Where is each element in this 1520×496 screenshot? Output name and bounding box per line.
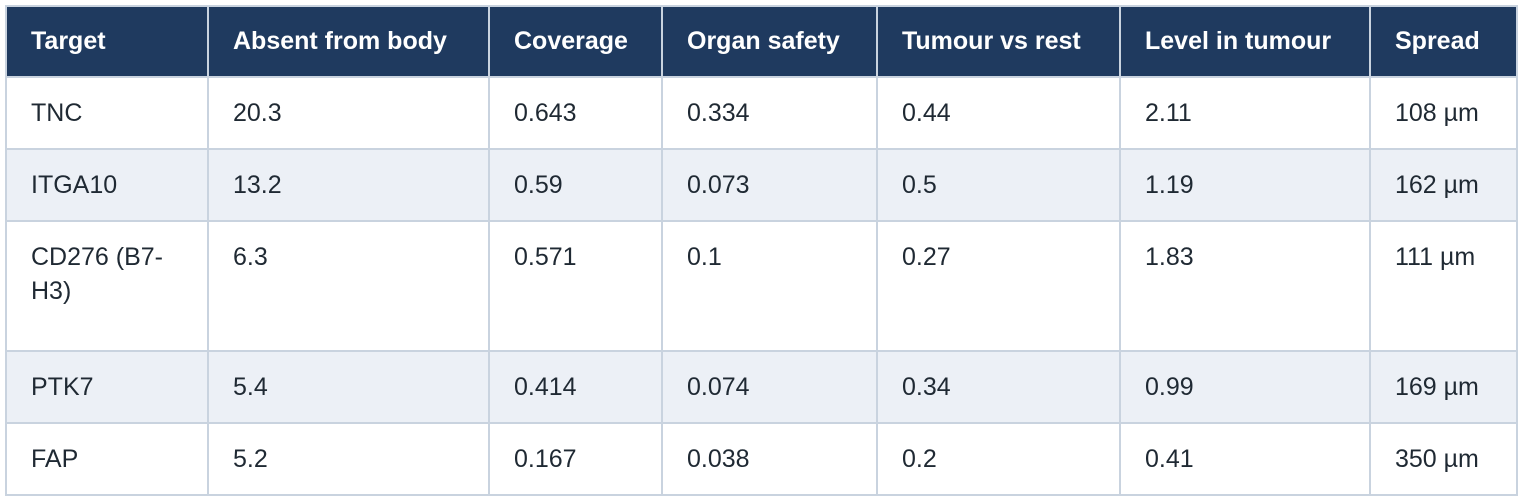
header-tumour-vs-rest: Tumour vs rest	[876, 5, 1121, 78]
cell-level-in-tumour: 1.19	[1119, 148, 1371, 222]
cell-coverage: 0.167	[488, 422, 663, 496]
cell-tumour-vs-rest: 0.2	[876, 422, 1121, 496]
cell-coverage: 0.643	[488, 76, 663, 150]
cell-organ-safety: 0.1	[661, 220, 878, 352]
cell-coverage: 0.414	[488, 350, 663, 424]
cell-spread: 111 µm	[1369, 220, 1518, 352]
table-row: FAP 5.2 0.167 0.038 0.2 0.41 350 µm	[5, 422, 1518, 496]
cell-level-in-tumour: 1.83	[1119, 220, 1371, 352]
table-row: ITGA10 13.2 0.59 0.073 0.5 1.19 162 µm	[5, 148, 1518, 222]
header-level-in-tumour: Level in tumour	[1119, 5, 1371, 78]
cell-spread: 169 µm	[1369, 350, 1518, 424]
header-organ-safety: Organ safety	[661, 5, 878, 78]
header-spread: Spread	[1369, 5, 1518, 78]
cell-level-in-tumour: 0.41	[1119, 422, 1371, 496]
table-row: CD276 (B7-H3) 6.3 0.571 0.1 0.27 1.83 11…	[5, 220, 1518, 352]
cell-absent-from-body: 6.3	[207, 220, 490, 352]
cell-organ-safety: 0.038	[661, 422, 878, 496]
cell-tumour-vs-rest: 0.5	[876, 148, 1121, 222]
cell-absent-from-body: 5.4	[207, 350, 490, 424]
table-row: TNC 20.3 0.643 0.334 0.44 2.11 108 µm	[5, 76, 1518, 150]
data-table-container: Target Absent from body Coverage Organ s…	[5, 5, 1518, 496]
cell-coverage: 0.59	[488, 148, 663, 222]
cell-absent-from-body: 20.3	[207, 76, 490, 150]
table-row: PTK7 5.4 0.414 0.074 0.34 0.99 169 µm	[5, 350, 1518, 424]
target-comparison-table: Target Absent from body Coverage Organ s…	[5, 5, 1518, 496]
cell-tumour-vs-rest: 0.27	[876, 220, 1121, 352]
cell-spread: 350 µm	[1369, 422, 1518, 496]
cell-target: ITGA10	[5, 148, 209, 222]
cell-target: TNC	[5, 76, 209, 150]
cell-target: PTK7	[5, 350, 209, 424]
cell-absent-from-body: 13.2	[207, 148, 490, 222]
header-coverage: Coverage	[488, 5, 663, 78]
cell-organ-safety: 0.074	[661, 350, 878, 424]
cell-spread: 162 µm	[1369, 148, 1518, 222]
header-target: Target	[5, 5, 209, 78]
cell-tumour-vs-rest: 0.44	[876, 76, 1121, 150]
cell-organ-safety: 0.334	[661, 76, 878, 150]
cell-coverage: 0.571	[488, 220, 663, 352]
cell-tumour-vs-rest: 0.34	[876, 350, 1121, 424]
cell-target: FAP	[5, 422, 209, 496]
cell-target: CD276 (B7-H3)	[5, 220, 209, 352]
header-absent-from-body: Absent from body	[207, 5, 490, 78]
cell-spread: 108 µm	[1369, 76, 1518, 150]
cell-level-in-tumour: 0.99	[1119, 350, 1371, 424]
header-row: Target Absent from body Coverage Organ s…	[5, 5, 1518, 78]
cell-absent-from-body: 5.2	[207, 422, 490, 496]
cell-organ-safety: 0.073	[661, 148, 878, 222]
cell-level-in-tumour: 2.11	[1119, 76, 1371, 150]
